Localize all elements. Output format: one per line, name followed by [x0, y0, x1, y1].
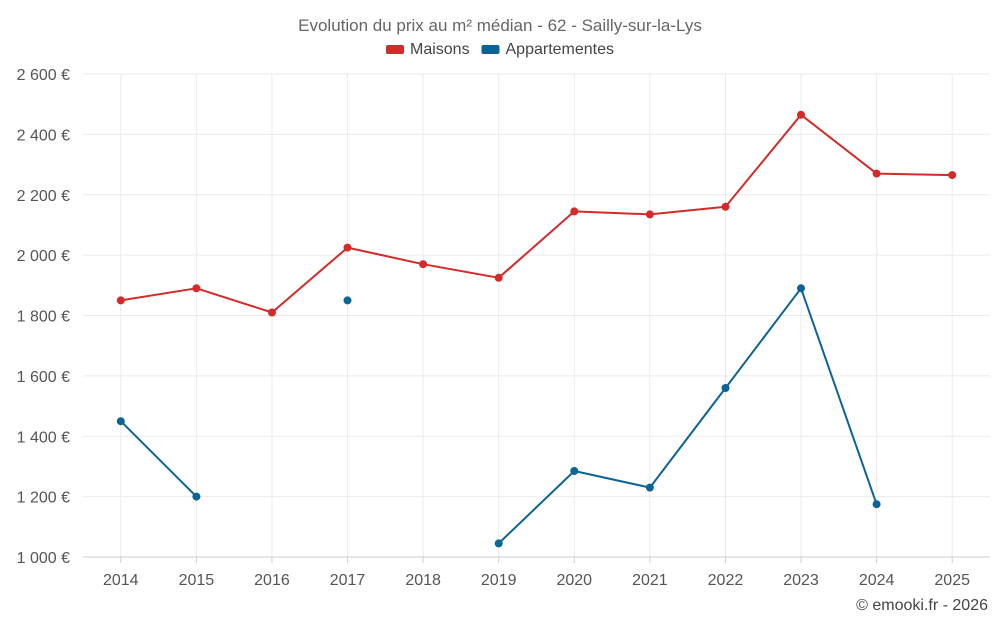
legend-swatch: [481, 45, 500, 54]
x-axis: 2014 2015 2016 2017 2018 2019 2020 2021 2022 2023…: [83, 556, 990, 589]
y-tick-label: 1 400 €: [17, 429, 70, 446]
grid: [83, 73, 990, 558]
x-tick-label: 2015: [179, 572, 215, 589]
x-tick-label: 2021: [632, 572, 668, 589]
data-point-maisons-2022[interactable]: [721, 202, 730, 211]
data-point-maisons-2015[interactable]: [192, 284, 201, 293]
y-tick-label: 2 600 €: [17, 67, 70, 84]
legend-swatch: [386, 45, 404, 54]
y-tick-label: 1 800 €: [17, 309, 70, 326]
y-tick-label: 2 200 €: [17, 188, 70, 205]
x-tick-label: 2014: [103, 572, 139, 589]
data-point-appartements-2020[interactable]: [570, 467, 579, 475]
data-point-appartements-2023[interactable]: [797, 284, 805, 293]
data-point-appartements-2021[interactable]: [645, 483, 654, 492]
legend: Maisons Appartementes: [386, 41, 614, 58]
data-point-maisons-2024[interactable]: [872, 169, 881, 178]
x-tick-label: 2025: [934, 572, 970, 589]
series-layer: [116, 110, 957, 548]
data-point-appartements-2017[interactable]: [343, 296, 352, 305]
y-tick-label: 1 200 €: [17, 490, 70, 507]
data-point-maisons-2023[interactable]: [797, 110, 805, 119]
data-point-appartements-2024[interactable]: [872, 500, 881, 509]
data-point-maisons-2017[interactable]: [343, 243, 352, 252]
y-tick-label: 1 600 €: [17, 369, 70, 386]
data-point-maisons-2025[interactable]: [948, 171, 957, 180]
x-tick-label: 2020: [556, 572, 592, 589]
data-point-maisons-2019[interactable]: [494, 273, 503, 282]
data-point-maisons-2021[interactable]: [645, 210, 654, 219]
data-point-appartements-2022[interactable]: [721, 384, 730, 392]
x-tick-label: 2018: [405, 572, 441, 589]
legend-item[interactable]: Appartementes: [481, 41, 615, 58]
x-tick-label: 2017: [330, 572, 366, 589]
data-point-appartements-2019[interactable]: [494, 539, 503, 548]
data-point-appartements-2015[interactable]: [192, 492, 201, 501]
series-line-maisons: [120, 113, 953, 314]
legend-label: Appartementes: [506, 41, 615, 58]
x-tick-label: 2019: [481, 572, 517, 589]
data-point-maisons-2016[interactable]: [268, 308, 276, 317]
legend-label: Maisons: [410, 41, 470, 58]
x-tick-label: 2022: [708, 572, 744, 589]
x-tick-label: 2016: [254, 572, 290, 589]
chart-title: Evolution du prix au m² médian - 62 - Sa…: [298, 16, 702, 35]
data-point-appartements-2014[interactable]: [116, 417, 125, 426]
series-line-appartements: [498, 287, 878, 545]
y-tick-label: 2 400 €: [17, 127, 70, 144]
data-point-maisons-2020[interactable]: [570, 207, 579, 216]
x-tick-label: 2024: [859, 572, 895, 589]
x-tick-label: 2023: [783, 572, 819, 589]
y-tick-label: 2 000 €: [17, 248, 70, 265]
legend-item[interactable]: Maisons: [386, 41, 470, 58]
data-point-maisons-2018[interactable]: [419, 260, 428, 269]
series-line-appartements: [120, 420, 198, 498]
y-tick-label: 1 000 €: [17, 550, 70, 567]
data-point-maisons-2014[interactable]: [116, 296, 125, 305]
y-axis: 1 000 € 1 200 € 1 400 € 1 600 € 1 800 € 2 000…: [17, 67, 70, 567]
copyright-credit: © emooki.fr - 2026: [856, 597, 988, 614]
